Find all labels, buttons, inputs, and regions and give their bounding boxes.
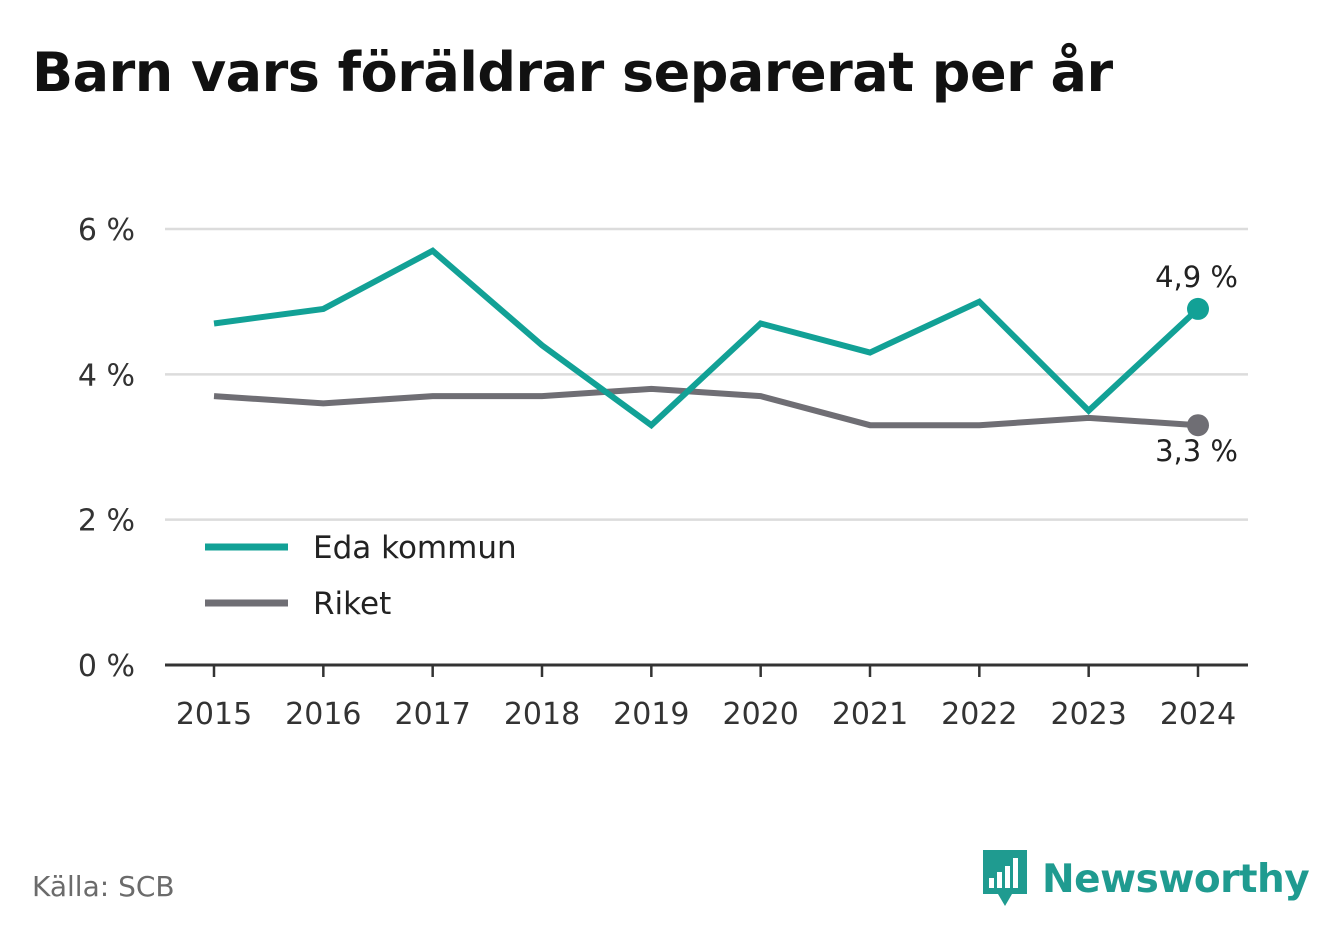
x-tick-label: 2018 bbox=[504, 697, 580, 732]
x-axis: 2015 2016 2017 2018 2019 2020 2021 2022 2023 2024 bbox=[165, 663, 1248, 732]
x-tick-label: 2023 bbox=[1050, 697, 1126, 732]
x-tick-label: 2015 bbox=[176, 697, 252, 732]
source-note: Källa: SCB bbox=[32, 870, 175, 903]
brand-name: Newsworthy bbox=[1042, 856, 1310, 902]
chart-title: Barn vars föräldrar separerat per år bbox=[32, 41, 1113, 104]
end-value-label: 3,3 % bbox=[1155, 434, 1238, 468]
end-point-marker bbox=[1187, 297, 1209, 320]
end-point-marker bbox=[1187, 414, 1209, 437]
x-tick-label: 2019 bbox=[613, 697, 689, 732]
x-tick-label: 2022 bbox=[941, 697, 1017, 732]
legend: Eda kommun Riket bbox=[190, 521, 562, 639]
y-tick-label: 2 % bbox=[78, 504, 135, 539]
x-tick-label: 2020 bbox=[722, 697, 798, 732]
brand-logo: Newsworthy bbox=[980, 848, 1310, 910]
y-tick-label: 4 % bbox=[78, 358, 135, 393]
legend-label: Eda kommun bbox=[313, 530, 517, 566]
legend-label: Riket bbox=[313, 586, 391, 622]
x-tick-label: 2016 bbox=[285, 697, 361, 732]
series-line bbox=[213, 247, 1201, 430]
y-tick-label: 6 % bbox=[78, 213, 135, 248]
end-value-label: 4,9 % bbox=[1155, 260, 1238, 294]
x-tick-label: 2017 bbox=[394, 697, 470, 732]
series-line bbox=[213, 385, 1199, 429]
line-chart: 0 % 2 % 4 % 6 % 2015 2016 2017 2018 2019 2020 202… bbox=[78, 213, 1248, 732]
y-axis-labels: 0 % 2 % 4 % 6 % bbox=[78, 213, 135, 684]
series-lines bbox=[213, 247, 1209, 437]
y-tick-label: 0 % bbox=[78, 649, 135, 684]
legend-background bbox=[190, 521, 562, 639]
end-labels: 4,9 % 3,3 % bbox=[1155, 260, 1238, 468]
newsworthy-logo-icon bbox=[983, 850, 1027, 906]
x-tick-label: 2024 bbox=[1160, 697, 1236, 732]
x-tick-label: 2021 bbox=[832, 697, 908, 732]
